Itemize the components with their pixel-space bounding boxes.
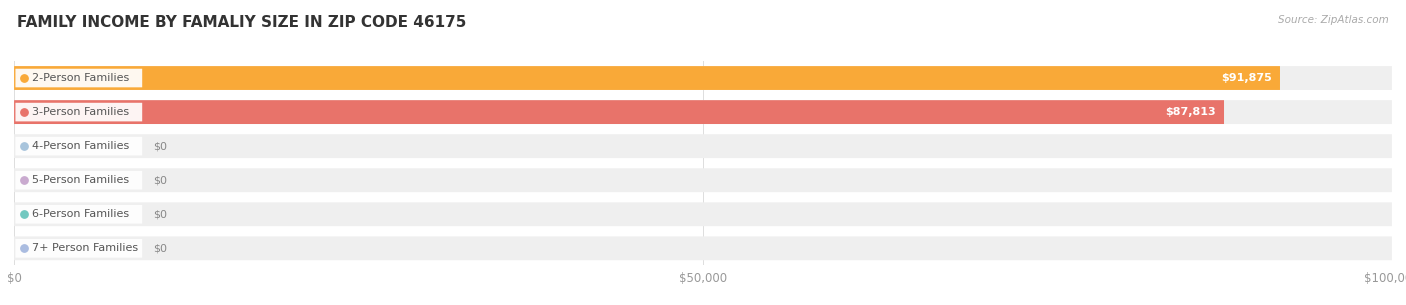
FancyBboxPatch shape bbox=[15, 239, 142, 258]
FancyBboxPatch shape bbox=[14, 236, 1392, 260]
Point bbox=[13, 246, 35, 251]
Text: $87,813: $87,813 bbox=[1166, 107, 1216, 117]
FancyBboxPatch shape bbox=[14, 100, 1392, 124]
FancyBboxPatch shape bbox=[14, 66, 1279, 90]
Text: $0: $0 bbox=[153, 209, 167, 219]
Point bbox=[13, 144, 35, 149]
FancyBboxPatch shape bbox=[14, 134, 1392, 158]
Text: $91,875: $91,875 bbox=[1220, 73, 1271, 83]
FancyBboxPatch shape bbox=[14, 66, 1392, 90]
FancyBboxPatch shape bbox=[15, 171, 142, 189]
FancyBboxPatch shape bbox=[14, 202, 1392, 226]
Text: 5-Person Families: 5-Person Families bbox=[32, 175, 129, 185]
Text: 2-Person Families: 2-Person Families bbox=[32, 73, 129, 83]
FancyBboxPatch shape bbox=[14, 100, 1225, 124]
FancyBboxPatch shape bbox=[15, 137, 142, 156]
FancyBboxPatch shape bbox=[15, 205, 142, 224]
Point bbox=[13, 212, 35, 217]
Point bbox=[13, 76, 35, 81]
FancyBboxPatch shape bbox=[15, 69, 142, 87]
Text: 3-Person Families: 3-Person Families bbox=[32, 107, 129, 117]
Point bbox=[13, 178, 35, 183]
Point bbox=[13, 110, 35, 115]
Text: 7+ Person Families: 7+ Person Families bbox=[32, 243, 138, 253]
Text: Source: ZipAtlas.com: Source: ZipAtlas.com bbox=[1278, 15, 1389, 25]
Text: 4-Person Families: 4-Person Families bbox=[32, 141, 129, 151]
FancyBboxPatch shape bbox=[15, 103, 142, 121]
Text: $0: $0 bbox=[153, 243, 167, 253]
Text: 6-Person Families: 6-Person Families bbox=[32, 209, 129, 219]
FancyBboxPatch shape bbox=[14, 168, 1392, 192]
Text: FAMILY INCOME BY FAMALIY SIZE IN ZIP CODE 46175: FAMILY INCOME BY FAMALIY SIZE IN ZIP COD… bbox=[17, 15, 467, 30]
Text: $0: $0 bbox=[153, 141, 167, 151]
Text: $0: $0 bbox=[153, 175, 167, 185]
